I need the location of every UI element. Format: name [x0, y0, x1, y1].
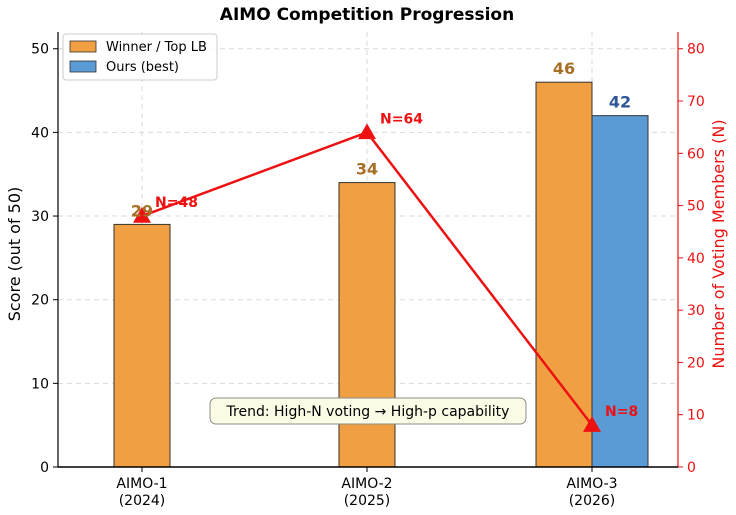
y2-tick-label: 0	[687, 460, 696, 476]
y2-tick-label: 40	[687, 251, 705, 267]
voting-members-label: N=48	[155, 195, 198, 211]
legend-swatch-ours	[69, 60, 97, 73]
legend-label-winner: Winner / Top LB	[106, 40, 207, 55]
trend-annotation: Trend: High-N voting → High-p capability	[209, 397, 527, 425]
voting-members-label: N=64	[380, 111, 423, 127]
bar-winner	[113, 223, 171, 468]
secondary-y-axis-label: Number of Voting Members (N)	[709, 119, 728, 368]
x-tick-label-year: (2024)	[119, 493, 166, 509]
y2-tick-label: 20	[687, 355, 705, 371]
trend-annotation-text: Trend: High-N voting → High-p capability	[226, 404, 510, 420]
y-tick-label: 50	[31, 42, 49, 58]
bar-value-label: 29	[131, 201, 153, 220]
y-tick-label: 30	[31, 209, 49, 225]
voting-members-marker	[133, 207, 151, 223]
legend-box	[62, 33, 218, 81]
labels-layer: 29 34 46 42 N=48 N=64 N=8	[131, 59, 638, 420]
x-tick-label-year: (2025)	[344, 493, 391, 509]
trend-annotation-box	[209, 397, 527, 425]
chart-title: AIMO Competition Progression	[220, 5, 514, 25]
x-tick-label: AIMO-1	[116, 476, 167, 492]
x-tick-label: AIMO-3	[566, 476, 617, 492]
voting-members-marker	[583, 416, 601, 432]
voting-members-marker	[358, 123, 376, 140]
legend-label-ours: Ours (best)	[106, 60, 179, 75]
x-tick-label: AIMO-2	[341, 476, 392, 492]
bar-winner	[535, 81, 593, 468]
y2-tick-label: 50	[687, 199, 705, 215]
legend-swatch-winner	[69, 40, 97, 53]
y-tick-label: 40	[31, 125, 49, 141]
voting-members-label: N=8	[605, 404, 638, 420]
bar-value-label: 46	[553, 59, 575, 78]
y2-tick-label: 30	[687, 303, 705, 319]
bar-value-label: 42	[609, 93, 631, 112]
bar-value-label: 34	[356, 160, 378, 179]
legend: Winner / Top LB Ours (best)	[62, 33, 218, 81]
y-tick-label: 20	[31, 293, 49, 309]
bars-layer	[113, 81, 649, 468]
y2-tick-label: 10	[687, 408, 705, 424]
line-layer	[133, 123, 601, 432]
bar-ours	[591, 115, 649, 468]
y-axis-label: Score (out of 50)	[5, 187, 24, 322]
y2-tick-label: 70	[687, 94, 705, 110]
y-tick-label: 0	[40, 460, 49, 476]
y2-tick-label: 80	[687, 42, 705, 58]
x-tick-label-year: (2026)	[569, 493, 616, 509]
axes-layer: 0 10 20 30 40 50 0 10 20 30 40 50 60 70 80 AIMO-1(2024)…	[31, 32, 705, 509]
y-tick-label: 10	[31, 376, 49, 392]
y2-tick-label: 60	[687, 146, 705, 162]
